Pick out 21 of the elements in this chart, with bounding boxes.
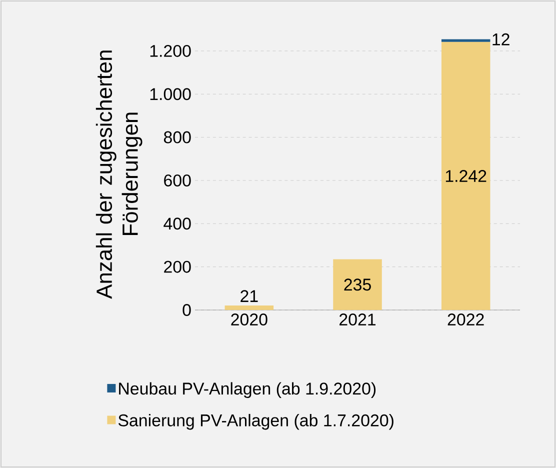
legend-label: Sanierung PV-Anlagen (ab 1.7.2020) — [118, 414, 394, 430]
bar — [224, 305, 274, 310]
data-label: 21 — [240, 290, 258, 302]
x-tick-label: 2020 — [231, 314, 268, 326]
y-tick-label: 1.200 — [150, 44, 191, 57]
y-tick-label: 600 — [164, 174, 191, 186]
y-tick-label: 800 — [164, 131, 191, 144]
y-tick-label: 0 — [182, 304, 191, 316]
data-label: 12 — [492, 33, 510, 46]
data-label: 235 — [344, 278, 371, 291]
x-tick-label: 2022 — [448, 314, 484, 326]
y-tick-label: 400 — [164, 218, 191, 230]
y-tick-label: 200 — [164, 260, 191, 273]
x-tick-label: 2021 — [340, 314, 376, 326]
bar — [441, 39, 490, 42]
data-label: 1.242 — [446, 170, 486, 182]
y-tick-label: 1.000 — [150, 88, 191, 100]
bar — [333, 259, 382, 310]
legend-label: Neubau PV-Anlagen (ab 1.9.2020) — [119, 382, 376, 398]
bar — [441, 42, 490, 310]
y-axis-title: Anzahl der zugesicherten Förderungen — [96, 50, 142, 299]
